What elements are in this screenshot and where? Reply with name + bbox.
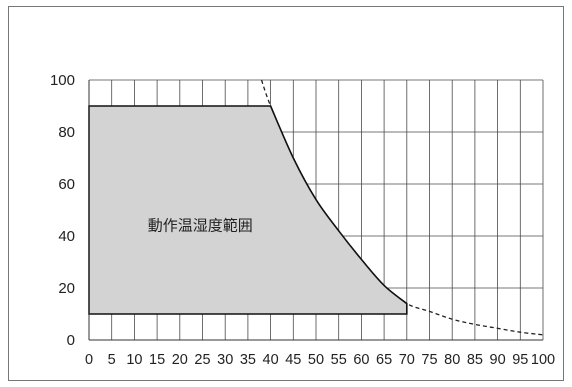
- x-tick-label: 100: [531, 352, 555, 368]
- x-tick-label: 50: [308, 352, 324, 368]
- x-tick-label: 10: [126, 352, 142, 368]
- y-tick-label: 20: [58, 280, 75, 297]
- x-tick-label: 30: [217, 352, 233, 368]
- x-tick-labels: 0 5 10 15 20 25 30 35 40 45 50 55 60 65 70 75 80 85 90 95 10…: [85, 352, 555, 368]
- x-tick-label: 35: [240, 352, 256, 368]
- y-tick-label: 60: [58, 176, 75, 193]
- x-tick-label: 80: [444, 352, 460, 368]
- x-tick-label: 5: [108, 352, 116, 368]
- x-tick-label: 0: [85, 352, 93, 368]
- operating-region-area: [88, 105, 408, 315]
- x-tick-label: 55: [331, 352, 347, 368]
- y-tick-label: 0: [67, 332, 75, 349]
- x-tick-label: 75: [421, 352, 437, 368]
- y-tick-label: 80: [58, 124, 75, 141]
- region-label: 動作温湿度範囲: [148, 217, 253, 235]
- y-tick-label: 40: [58, 228, 75, 245]
- y-tick-labels: 0 20 40 60 80 100: [50, 72, 75, 349]
- x-tick-label: 70: [399, 352, 415, 368]
- x-tick-label: 25: [194, 352, 210, 368]
- x-tick-label: 40: [263, 352, 279, 368]
- x-tick-label: 45: [285, 352, 301, 368]
- x-tick-label: 20: [172, 352, 188, 368]
- x-tick-label: 65: [376, 352, 392, 368]
- x-tick-label: 95: [512, 352, 528, 368]
- x-tick-label: 60: [353, 352, 369, 368]
- y-tick-label: 100: [50, 72, 75, 89]
- x-tick-label: 85: [467, 352, 483, 368]
- x-tick-label: 15: [149, 352, 165, 368]
- x-tick-label: 90: [490, 352, 506, 368]
